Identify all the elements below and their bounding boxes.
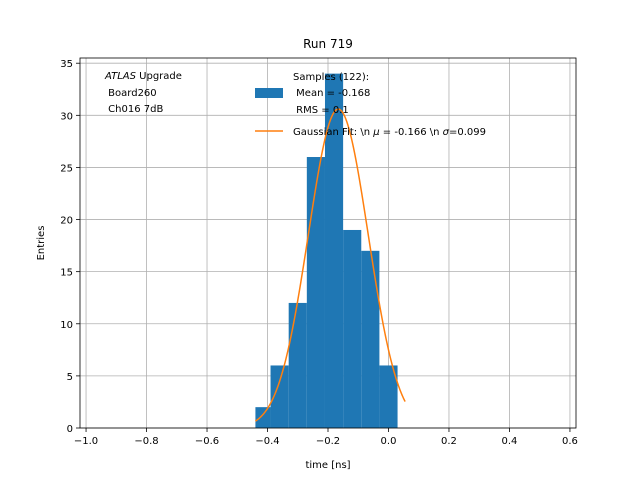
histogram-bar-4	[324, 73, 344, 429]
legend-histogram-swatch	[255, 88, 283, 98]
legend-fit-suffix: =0.099	[449, 127, 486, 138]
legend-fit-prefix: Gaussian Fit: \n	[293, 127, 373, 138]
legend-fit-mu: μ	[372, 127, 379, 138]
histogram-bar-1	[270, 365, 289, 428]
x-tick-label-4: −0.2	[316, 436, 340, 447]
x-tick-label-2: −0.6	[195, 436, 219, 447]
histogram-bar-0	[255, 407, 271, 428]
x-tick-label-8: 0.6	[562, 436, 578, 447]
y-axis-label: Entries	[36, 226, 47, 261]
atlas-upgrade: Upgrade	[136, 71, 182, 82]
x-tick-label-3: −0.4	[255, 436, 279, 447]
y-tick-label-2: 10	[60, 320, 73, 331]
channel-label: Ch016 7dB	[105, 104, 163, 115]
gaussian-fit-curve	[254, 108, 406, 422]
histogram-bar-7	[379, 365, 398, 428]
atlas-label: ATLAS Upgrade	[104, 71, 182, 82]
legend-fit-mid: = -0.166 \n	[380, 127, 443, 138]
legend-histogram-line-3: RMS = 0.1	[293, 105, 349, 116]
legend: Samples (122): Mean = -0.168 RMS = 0.1 G…	[255, 72, 486, 138]
legend-histogram-line-1: Samples (122):	[293, 72, 369, 83]
x-tick-label-1: −0.8	[134, 436, 158, 447]
y-tick-label-4: 20	[60, 216, 73, 227]
x-tick-label-5: 0.0	[381, 436, 397, 447]
x-tick-label-0: −1.0	[74, 436, 98, 447]
histogram-bars	[255, 73, 398, 429]
board-label: Board260	[105, 88, 157, 99]
x-tick-label-7: 0.4	[502, 436, 518, 447]
x-tick-label-6: 0.2	[441, 436, 457, 447]
y-axis-ticks: 0 5 10 15 20 25 30 35	[60, 59, 80, 435]
x-axis-label: time [ns]	[305, 460, 350, 471]
atlas-annotation: ATLAS Upgrade Board260 Ch016 7dB	[104, 71, 182, 115]
legend-histogram-line-2: Mean = -0.168	[293, 88, 370, 99]
atlas-italic: ATLAS	[104, 71, 137, 82]
y-tick-label-3: 15	[60, 268, 73, 279]
y-tick-label-0: 0	[67, 424, 73, 435]
y-tick-label-7: 35	[60, 59, 73, 70]
y-tick-label-6: 30	[60, 111, 73, 122]
x-axis-ticks: −1.0 −0.8 −0.6 −0.4 −0.2 0.0 0.2 0.4 0.6	[74, 428, 578, 447]
histogram-bar-2	[288, 302, 307, 428]
chart-title: Run 719	[303, 37, 353, 51]
legend-fit-sigma: σ	[443, 127, 450, 138]
y-tick-label-1: 5	[67, 372, 73, 383]
histogram-bar-3	[306, 157, 325, 428]
histogram-bar-6	[361, 250, 380, 428]
y-tick-label-5: 25	[60, 163, 73, 174]
histogram-bar-5	[343, 229, 362, 428]
legend-fit-label: Gaussian Fit: \n μ = -0.166 \n σ=0.099	[293, 127, 486, 138]
